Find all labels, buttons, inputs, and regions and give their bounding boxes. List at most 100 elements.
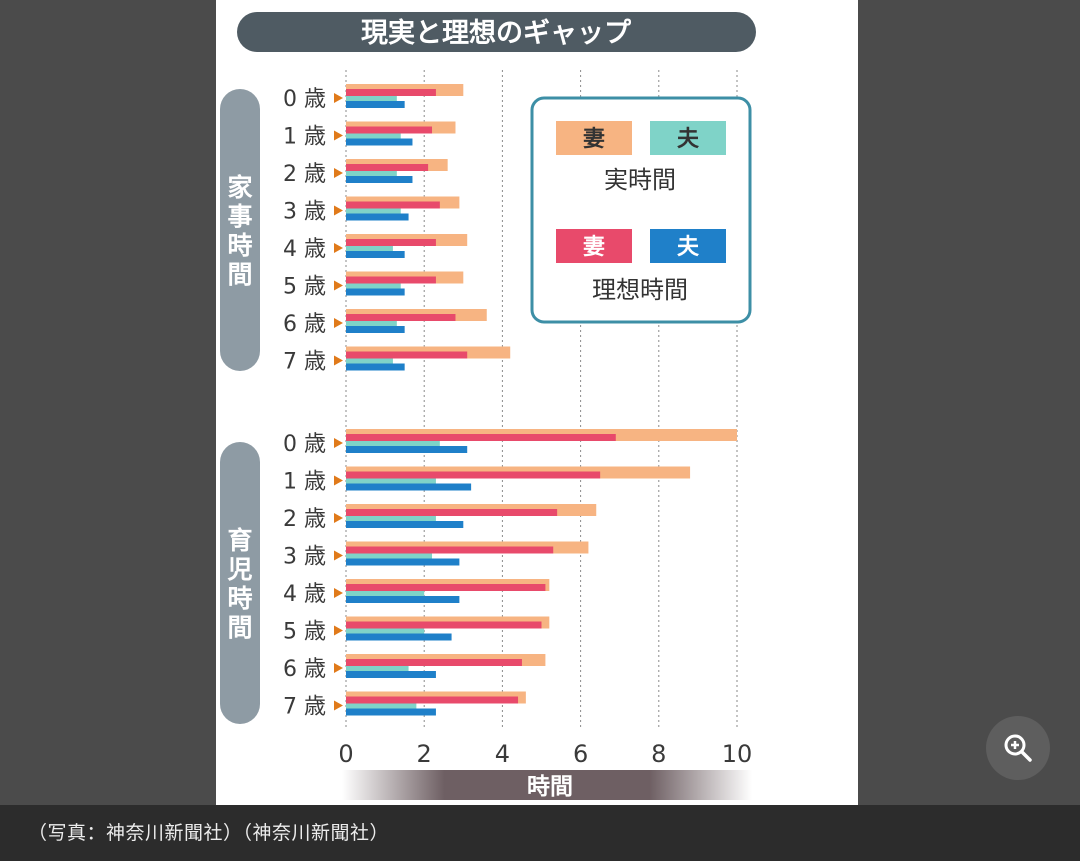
husband-actual-bar: [346, 208, 401, 215]
chart-figure: 現実と理想のギャップ 家事時間育児時間 0 歳 1 歳 2 歳 3 歳 4 歳 5 歳 6 …: [216, 0, 858, 805]
group-pill-1: [220, 442, 260, 724]
wife-ideal-bar: [346, 276, 436, 284]
x-tick-label: 0: [338, 740, 353, 768]
chart-title-background: [237, 12, 756, 52]
group-pill-0: [220, 89, 260, 371]
row-marker: [334, 205, 343, 216]
row-marker: [334, 475, 343, 486]
legend-husband-actual-label: 夫: [677, 127, 700, 152]
husband-actual-bar: [346, 283, 401, 290]
wife-ideal-bar: [346, 201, 440, 209]
category-label: 5 歳: [283, 620, 326, 645]
x-tick-label: 8: [651, 740, 666, 768]
husband-actual-bar: [346, 171, 397, 177]
category-label: 7 歳: [283, 695, 326, 720]
husband-ideal-bar: [346, 521, 464, 528]
category-labels: 0 歳 1 歳 2 歳 3 歳 4 歳 5 歳 6 歳 7 歳 0 歳 1 歳 2 歳 3 歳 4 歳 5…: [283, 87, 343, 720]
husband-ideal-bar: [346, 363, 405, 371]
legend-wife-actual-swatch: [556, 121, 632, 155]
wife-ideal-bar: [346, 164, 429, 171]
x-tick-label: 4: [495, 740, 510, 768]
husband-actual-bar: [346, 358, 393, 365]
category-label: 5 歳: [283, 275, 326, 300]
category-label: 3 歳: [283, 200, 326, 225]
husband-ideal-bar: [346, 251, 405, 258]
wife-ideal-bar: [346, 89, 436, 96]
row-marker: [334, 438, 343, 448]
zoom-in-icon: [1004, 734, 1032, 762]
wife-ideal-bar: [346, 546, 554, 554]
x-tick-label: 6: [573, 740, 588, 768]
husband-actual-bar: [346, 703, 417, 710]
husband-actual-bar: [346, 246, 393, 252]
legend-ideal-caption: 理想時間: [592, 276, 688, 304]
x-axis-label: 時間: [527, 774, 573, 800]
husband-ideal-bar: [346, 596, 460, 603]
row-marker: [334, 625, 343, 636]
wife-ideal-bar: [346, 621, 542, 629]
wife-ideal-bar: [346, 471, 601, 479]
legend: 妻 夫 実時間 妻 夫 理想時間: [530, 96, 752, 324]
legend-husband-ideal-label: 夫: [677, 235, 700, 260]
husband-ideal-bar: [346, 483, 472, 491]
row-marker: [334, 355, 343, 366]
row-marker: [334, 513, 343, 523]
legend-husband-ideal-swatch: [650, 229, 726, 263]
husband-actual-bar: [346, 96, 397, 102]
category-label: 6 歳: [283, 657, 326, 682]
row-marker: [334, 130, 343, 141]
row-marker: [334, 168, 343, 178]
husband-ideal-bar: [346, 101, 405, 108]
zoom-in-button[interactable]: [986, 716, 1050, 780]
category-label: 2 歳: [283, 507, 326, 532]
chart-title: 現実と理想のギャップ: [361, 17, 632, 49]
husband-ideal-bar: [346, 138, 413, 146]
row-marker: [334, 243, 343, 253]
row-marker: [334, 280, 343, 291]
husband-ideal-bar: [346, 176, 413, 183]
husband-actual-bar: [346, 553, 433, 560]
category-label: 2 歳: [283, 162, 326, 187]
x-tick-label: 10: [722, 740, 753, 768]
category-label: 1 歳: [283, 125, 326, 150]
husband-actual-bar: [346, 321, 397, 327]
husband-actual-bar: [346, 516, 436, 522]
category-label: 3 歳: [283, 545, 326, 570]
husband-actual-bar: [346, 441, 440, 447]
husband-ideal-bar: [346, 288, 405, 296]
wife-ideal-bar: [346, 126, 433, 134]
category-label: 0 歳: [283, 432, 326, 457]
husband-ideal-bar: [346, 446, 468, 453]
husband-ideal-bar: [346, 708, 436, 716]
husband-actual-bar: [346, 666, 409, 672]
wife-ideal-bar: [346, 509, 558, 516]
wife-ideal-bar: [346, 239, 436, 246]
wife-ideal-bar: [346, 314, 456, 321]
row-marker: [334, 700, 343, 711]
bars: [346, 84, 737, 716]
group-label: 家事時間: [227, 173, 252, 289]
category-label: 1 歳: [283, 470, 326, 495]
husband-actual-bar: [346, 133, 401, 140]
category-label: 6 歳: [283, 312, 326, 337]
group-label: 育児時間: [227, 526, 252, 642]
wife-ideal-bar: [346, 434, 616, 441]
husband-ideal-bar: [346, 558, 460, 566]
row-marker: [334, 663, 343, 673]
legend-husband-actual-swatch: [650, 121, 726, 155]
wife-ideal-bar: [346, 696, 519, 704]
husband-ideal-bar: [346, 213, 409, 221]
wife-ideal-bar: [346, 659, 522, 666]
category-label: 4 歳: [283, 237, 326, 262]
category-label: 7 歳: [283, 350, 326, 375]
row-marker: [334, 550, 343, 561]
caption-bar: [0, 805, 1080, 861]
category-label: 0 歳: [283, 87, 326, 112]
husband-ideal-bar: [346, 633, 452, 641]
husband-actual-bar: [346, 591, 425, 597]
husband-ideal-bar: [346, 326, 405, 333]
row-marker: [334, 318, 343, 328]
x-tick-label: 2: [417, 740, 432, 768]
